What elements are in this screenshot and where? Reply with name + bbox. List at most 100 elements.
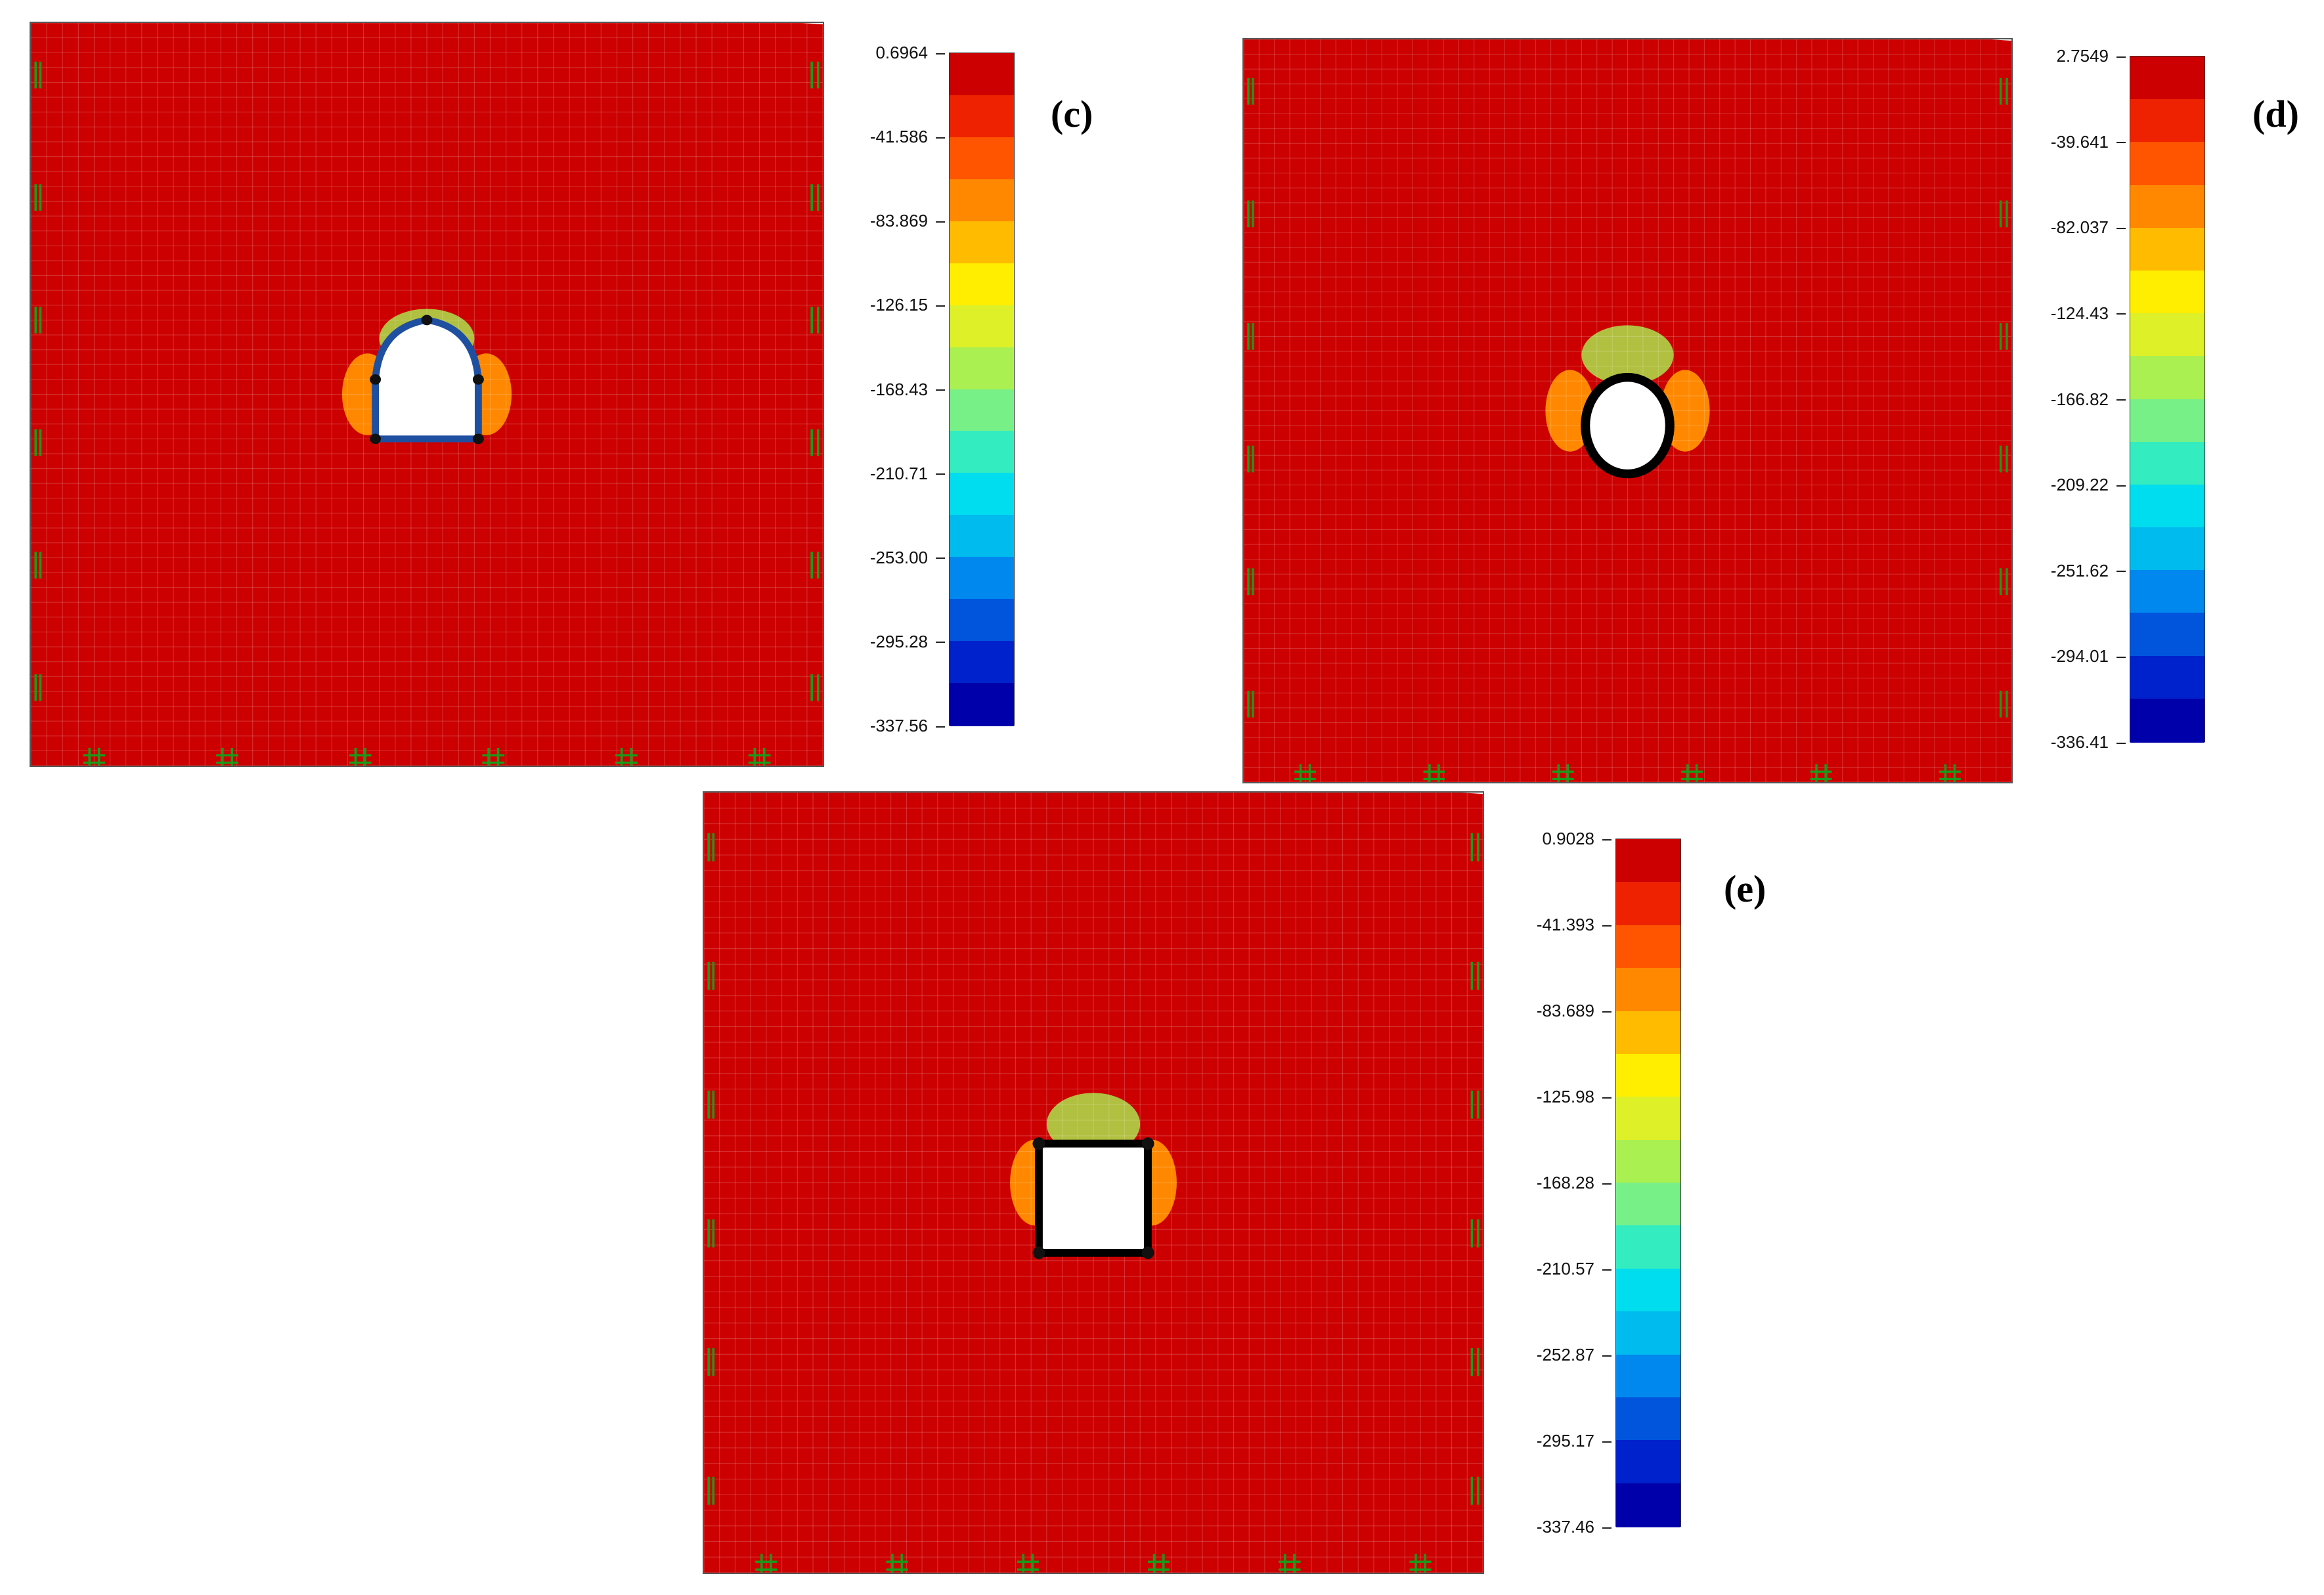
colorbar-tick-label: -294.01 xyxy=(2031,646,2126,666)
colorbar-tick-label: -210.57 xyxy=(1517,1259,1611,1279)
colorbar-band xyxy=(950,683,1014,727)
colorbar-tick-label: 0.6964 xyxy=(850,43,945,63)
colorbar-tick-label: -295.28 xyxy=(850,632,945,652)
colorbar-band xyxy=(1616,1268,1680,1313)
colorbar-band xyxy=(2130,698,2204,743)
colorbar-tick-label: -337.46 xyxy=(1517,1517,1611,1537)
colorbar-tick-label: 0.9028 xyxy=(1517,829,1611,849)
colorbar-band xyxy=(1616,1097,1680,1141)
colorbar-band xyxy=(1616,1183,1680,1227)
panel-label-e: (e) xyxy=(1724,867,1766,910)
colorbar-tick-label: 2.7549 xyxy=(2031,46,2126,66)
stress-lobe xyxy=(1046,1093,1141,1156)
colorbar-band xyxy=(1616,1139,1680,1185)
opening-node xyxy=(1032,1137,1045,1150)
colorbar-band xyxy=(2130,613,2204,657)
colorbar-tick-label: -168.28 xyxy=(1517,1173,1611,1193)
colorbar-band xyxy=(1616,968,1680,1013)
mesh-grid xyxy=(31,23,823,766)
colorbar-band xyxy=(950,515,1014,559)
colorbar-band xyxy=(2130,484,2204,529)
colorbar-band xyxy=(2130,527,2204,572)
colorbar-d xyxy=(2130,56,2205,743)
colorbar-band xyxy=(950,179,1014,223)
colorbar-band xyxy=(2130,270,2204,315)
colorbar-band xyxy=(950,221,1014,265)
contour-plot-c xyxy=(30,22,824,767)
stress-lobe xyxy=(1581,325,1674,385)
colorbar-band xyxy=(2130,99,2204,144)
opening-node xyxy=(472,433,484,445)
colorbar-band xyxy=(950,641,1014,685)
colorbar-tick-label: -125.98 xyxy=(1517,1087,1611,1107)
colorbar-tick-label: -337.56 xyxy=(850,716,945,736)
colorbar-band xyxy=(2130,185,2204,229)
boundary-markers xyxy=(1247,77,2008,782)
colorbar-band xyxy=(1616,925,1680,970)
opening-node xyxy=(421,315,433,326)
colorbar-tick-label: -39.641 xyxy=(2031,132,2126,152)
boundary-markers xyxy=(34,61,820,766)
colorbar-band xyxy=(950,347,1014,391)
colorbar-band xyxy=(1616,1053,1680,1099)
colorbar-band xyxy=(2130,227,2204,273)
panel-label-c: (c) xyxy=(1051,93,1093,135)
colorbar-band xyxy=(950,557,1014,601)
colorbar-band xyxy=(1616,1483,1680,1528)
colorbar-band xyxy=(2130,399,2204,443)
colorbar-band xyxy=(1616,1354,1680,1399)
opening-node xyxy=(370,374,382,385)
colorbar-band xyxy=(950,305,1014,349)
colorbar-band xyxy=(2130,142,2204,186)
colorbar-tick-label: -251.62 xyxy=(2031,561,2126,581)
colorbar-band xyxy=(950,95,1014,139)
colorbar-tick-label: -82.037 xyxy=(2031,217,2126,238)
colorbar-band xyxy=(1616,1397,1680,1442)
colorbar-band xyxy=(2130,356,2204,401)
colorbar-tick-label: -83.689 xyxy=(1517,1001,1611,1021)
colorbar-tick-label: -166.82 xyxy=(2031,389,2126,410)
colorbar-tick-label: -124.43 xyxy=(2031,303,2126,324)
contour-plot-e xyxy=(703,791,1484,1574)
mesh-grid xyxy=(1244,39,2011,782)
opening-node xyxy=(472,374,484,385)
opening-node xyxy=(1141,1246,1154,1259)
colorbar-tick-label: -253.00 xyxy=(850,548,945,568)
colorbar-tick-label: -41.586 xyxy=(850,127,945,147)
square-opening xyxy=(1035,1139,1152,1257)
colorbar-tick-label: -252.87 xyxy=(1517,1345,1611,1365)
colorbar-band xyxy=(950,263,1014,307)
colorbar-band xyxy=(2130,313,2204,358)
elliptical-opening xyxy=(1581,372,1675,479)
colorbar-tick-label: -168.43 xyxy=(850,380,945,400)
colorbar-tick-label: -41.393 xyxy=(1517,915,1611,935)
colorbar-band xyxy=(950,473,1014,517)
colorbar-tick-label: -126.15 xyxy=(850,295,945,315)
colorbar-band xyxy=(1616,839,1680,884)
colorbar-band xyxy=(950,53,1014,97)
colorbar-band xyxy=(2130,570,2204,615)
colorbar-tick-label: -83.869 xyxy=(850,211,945,231)
contour-plot-d xyxy=(1242,38,2013,783)
colorbar-tick-label: -210.71 xyxy=(850,464,945,484)
colorbar-band xyxy=(2130,441,2204,486)
colorbar-tick-label: -209.22 xyxy=(2031,475,2126,495)
colorbar-band xyxy=(1616,882,1680,927)
colorbar-band xyxy=(1616,1225,1680,1270)
opening-node xyxy=(1032,1246,1045,1259)
panel-label-d: (d) xyxy=(2252,93,2299,135)
colorbar-band xyxy=(950,137,1014,181)
opening-node xyxy=(1141,1137,1154,1150)
colorbar-tick-label: -295.17 xyxy=(1517,1431,1611,1451)
boundary-markers xyxy=(707,833,1480,1573)
colorbar-e xyxy=(1615,839,1681,1528)
colorbar-band xyxy=(950,599,1014,643)
horseshoe-opening xyxy=(372,317,482,443)
mesh-grid xyxy=(704,793,1483,1573)
colorbar-c xyxy=(949,53,1015,727)
colorbar-band xyxy=(950,431,1014,475)
colorbar-band xyxy=(1616,1440,1680,1485)
colorbar-band xyxy=(950,389,1014,433)
colorbar-band xyxy=(2130,56,2204,101)
colorbar-band xyxy=(2130,655,2204,700)
